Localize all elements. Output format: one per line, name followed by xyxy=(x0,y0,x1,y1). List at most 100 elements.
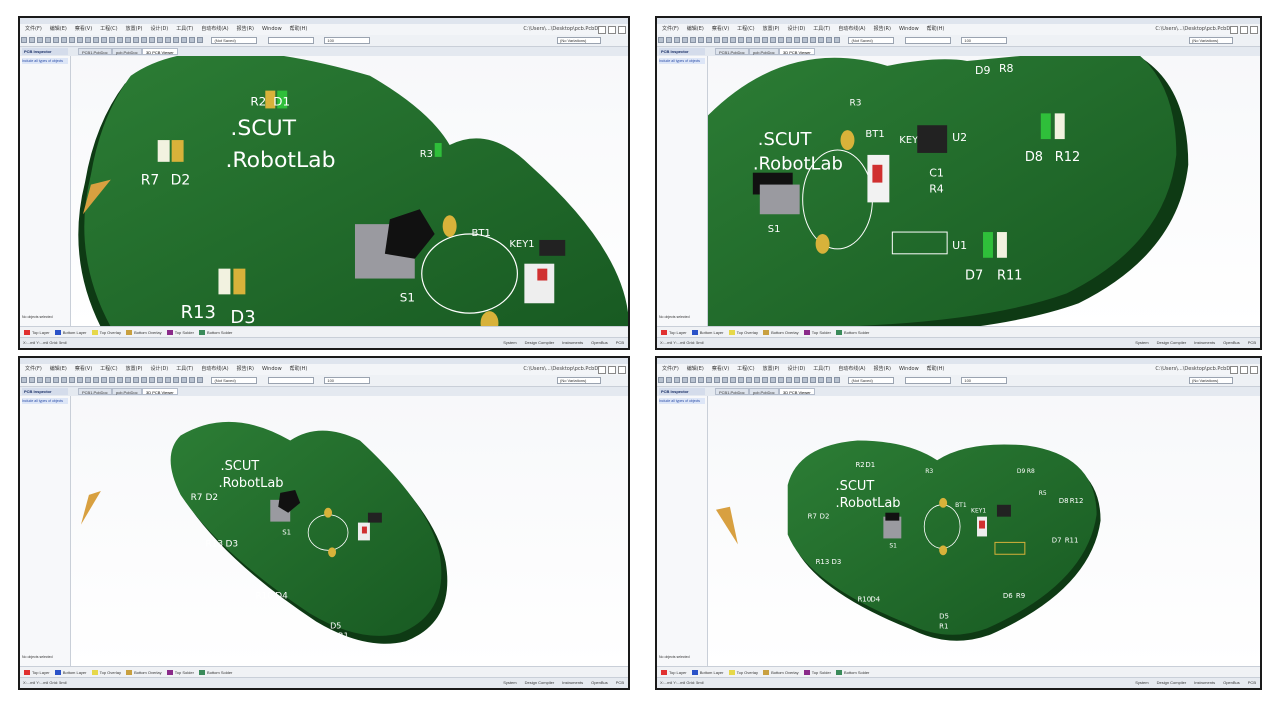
variation-combo[interactable]: (No Variations) xyxy=(1189,377,1233,384)
status-instruments[interactable]: Instruments xyxy=(562,340,584,345)
status-pcb[interactable]: PCB xyxy=(1247,340,1256,345)
menu-design[interactable]: 设计(D) xyxy=(150,366,169,372)
via-icon[interactable] xyxy=(133,37,139,43)
menu-help[interactable]: 帮助(H) xyxy=(926,366,945,372)
move-icon[interactable] xyxy=(101,37,107,43)
fill-icon[interactable] xyxy=(157,37,163,43)
layer-top-overlay[interactable]: Top Overlay xyxy=(736,670,758,675)
status-openbus[interactable]: OpenBus xyxy=(591,340,608,345)
menu-design[interactable]: 设计(D) xyxy=(787,366,806,372)
new-icon[interactable] xyxy=(658,37,664,43)
menu-project[interactable]: 工程(C) xyxy=(100,366,118,372)
undo-icon[interactable] xyxy=(109,377,115,383)
menu-autoroute[interactable]: 自动布线(A) xyxy=(201,366,229,372)
drc-icon[interactable] xyxy=(189,377,195,383)
fill-icon[interactable] xyxy=(157,377,163,383)
fill-icon[interactable] xyxy=(794,377,800,383)
variation-combo[interactable]: (No Variations) xyxy=(557,37,601,44)
panel-tab-pcb-inspector[interactable]: PCB Inspector xyxy=(22,388,68,395)
layer-top-overlay[interactable]: Top Overlay xyxy=(99,670,121,675)
menu-design[interactable]: 设计(D) xyxy=(150,26,169,32)
maximize-icon[interactable] xyxy=(1240,366,1248,374)
status-compiler[interactable]: Design Compiler xyxy=(1156,680,1187,685)
maximize-icon[interactable] xyxy=(1240,26,1248,34)
status-pcb[interactable]: PCB xyxy=(1247,680,1256,685)
inspector-filter-row[interactable]: Include all types of objects xyxy=(659,58,705,64)
layer-top-solder[interactable]: Top Solder xyxy=(811,670,831,675)
status-instruments[interactable]: Instruments xyxy=(1194,340,1216,345)
tab-3d-viewer[interactable]: 3D PCB Viewer xyxy=(779,388,815,395)
print-icon[interactable] xyxy=(682,377,688,383)
zoom-fit-icon[interactable] xyxy=(61,37,67,43)
status-pcb[interactable]: PCB xyxy=(615,340,624,345)
paste-icon[interactable] xyxy=(722,37,728,43)
maximize-icon[interactable] xyxy=(608,366,616,374)
rule-icon[interactable] xyxy=(181,37,187,43)
status-openbus[interactable]: OpenBus xyxy=(1223,680,1240,685)
zoom-fit-icon[interactable] xyxy=(698,377,704,383)
select-icon[interactable] xyxy=(730,37,736,43)
polygon-icon[interactable] xyxy=(802,377,808,383)
3d-viewport[interactable]: .SCUT .RobotLab S1 BT1 KEY1 U2 C1 R4 U1 … xyxy=(708,56,1260,327)
layer-top-solder[interactable]: Top Solder xyxy=(174,670,194,675)
zoom-fit-icon[interactable] xyxy=(698,37,704,43)
route-icon[interactable] xyxy=(125,37,131,43)
status-pcb[interactable]: PCB xyxy=(615,680,624,685)
variation-combo[interactable]: (No Variations) xyxy=(1189,37,1233,44)
move-icon[interactable] xyxy=(738,37,744,43)
3d-viewport[interactable]: .SCUT .RobotLab S1 R7 D2 R13 D3 R10 D4 D… xyxy=(71,396,628,667)
layer-icon[interactable] xyxy=(197,37,203,43)
string-icon[interactable] xyxy=(786,37,792,43)
filter-combo[interactable]: (Not Saved) xyxy=(848,37,895,44)
save-icon[interactable] xyxy=(37,377,43,383)
cut-icon[interactable] xyxy=(706,37,712,43)
menu-tools[interactable]: 工具(T) xyxy=(813,26,831,32)
grid-combo[interactable] xyxy=(904,37,951,44)
menu-autoroute[interactable]: 自动布线(A) xyxy=(838,26,866,32)
menu-window[interactable]: Window xyxy=(898,366,919,372)
layer-bottom-solder[interactable]: Bottom Solder xyxy=(207,670,233,675)
menu-tools[interactable]: 工具(T) xyxy=(176,26,194,32)
via-icon[interactable] xyxy=(770,37,776,43)
layer-bottom-overlay[interactable]: Bottom Overlay xyxy=(771,670,799,675)
status-instruments[interactable]: Instruments xyxy=(562,680,584,685)
tab-pcb1[interactable]: PCB1.PcbDoc xyxy=(715,48,749,55)
menu-edit[interactable]: 编辑(E) xyxy=(49,366,67,372)
open-icon[interactable] xyxy=(29,377,35,383)
redo-icon[interactable] xyxy=(754,377,760,383)
tab-pcb1[interactable]: PCB1.PcbDoc xyxy=(78,388,112,395)
status-system[interactable]: System xyxy=(1135,340,1149,345)
status-system[interactable]: System xyxy=(503,340,517,345)
cut-icon[interactable] xyxy=(69,37,75,43)
route-icon[interactable] xyxy=(762,37,768,43)
filter-combo[interactable]: (Not Saved) xyxy=(211,37,258,44)
rule-icon[interactable] xyxy=(181,377,187,383)
tab-3d-viewer[interactable]: 3D PCB Viewer xyxy=(142,48,178,55)
component-icon[interactable] xyxy=(810,377,816,383)
layer-bottom-solder[interactable]: Bottom Solder xyxy=(844,330,870,335)
close-icon[interactable] xyxy=(1250,26,1258,34)
route-icon[interactable] xyxy=(125,377,131,383)
variation-combo[interactable]: (No Variations) xyxy=(557,377,601,384)
tab-pcb[interactable]: pcb.PcbDoc xyxy=(112,48,142,55)
tab-3d-viewer[interactable]: 3D PCB Viewer xyxy=(779,48,815,55)
layer-bottom-solder[interactable]: Bottom Solder xyxy=(844,670,870,675)
tab-3d-viewer[interactable]: 3D PCB Viewer xyxy=(142,388,178,395)
undo-icon[interactable] xyxy=(746,377,752,383)
menu-help[interactable]: 帮助(H) xyxy=(289,26,308,32)
maximize-icon[interactable] xyxy=(608,26,616,34)
menu-view[interactable]: 察看(V) xyxy=(74,366,93,372)
new-icon[interactable] xyxy=(658,377,664,383)
select-icon[interactable] xyxy=(730,377,736,383)
drc-icon[interactable] xyxy=(826,377,832,383)
menu-view[interactable]: 察看(V) xyxy=(711,366,730,372)
tab-pcb1[interactable]: PCB1.PcbDoc xyxy=(78,48,112,55)
save-icon[interactable] xyxy=(674,37,680,43)
menu-edit[interactable]: 编辑(E) xyxy=(686,366,704,372)
zoom-icon[interactable] xyxy=(53,37,59,43)
grid-combo[interactable] xyxy=(267,377,314,384)
via-icon[interactable] xyxy=(133,377,139,383)
menu-view[interactable]: 察看(V) xyxy=(74,26,93,32)
layer-bottom[interactable]: Bottom Layer xyxy=(62,330,87,335)
menu-file[interactable]: 文件(F) xyxy=(25,26,42,32)
